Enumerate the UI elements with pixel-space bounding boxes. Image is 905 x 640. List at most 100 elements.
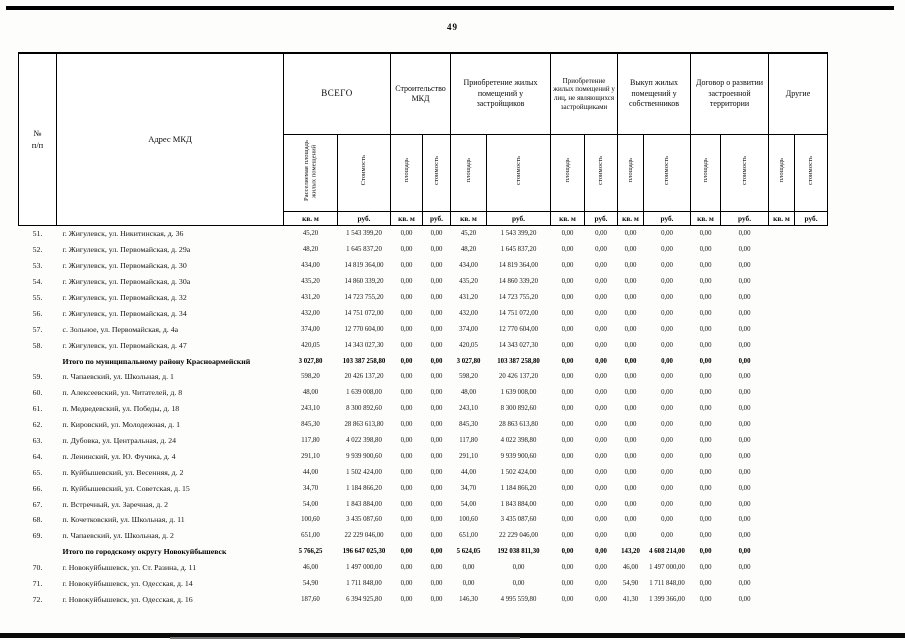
table-row: 61. п. Медведевский, ул. Победы, д. 18 243…: [19, 401, 828, 417]
subheader-label: площадь: [777, 158, 785, 183]
value-cell: 14 343 027,30: [498, 341, 539, 349]
subheader-area-0: Расселяемая площадь жилых помещений: [283, 134, 338, 212]
address-cell: п. Ленинский, ул. Ю. Фучика, д. 4: [62, 451, 176, 461]
address-cell: п. Чапаевский, ул. Школьная, д. 1: [62, 372, 174, 382]
value-cell: 0,00: [595, 278, 607, 286]
value-cell: 196 647 025,30: [342, 548, 386, 556]
value-cell: 0,00: [738, 437, 751, 445]
address-cell: г. Жигулевск, ул. Первомайская, д. 47: [62, 340, 187, 350]
value-cell: 0,00: [595, 421, 607, 429]
group-header-purchase-nondevelopers: Приобретение жилых помещений у лиц, не я…: [550, 52, 619, 135]
value-cell: [795, 496, 828, 512]
value-cell: 1 843 884,00: [500, 500, 537, 508]
value-cell: 117,80: [301, 437, 320, 445]
value-cell: 5 766,25: [298, 548, 323, 556]
value-cell: [769, 242, 795, 258]
value-cell: 0,00: [624, 405, 637, 413]
value-cell: 1 497 000,00: [346, 564, 382, 572]
table-row: 69. п. Чапаевский, ул. Школьная, д. 2 651,…: [19, 528, 828, 544]
total-row: Итого по городскому округу Новокуйбышевс…: [19, 544, 828, 560]
address-cell: п. Кировский, ул. Молодежная, д. 1: [62, 420, 181, 430]
table-row: 71. г. Новокуйбышевск, ул. Одесская, д. 1…: [19, 576, 828, 592]
group-header-buyout-owners: Выкуп жилых помещений у собственников: [617, 52, 692, 135]
value-cell: 0,00: [624, 230, 637, 238]
unit-label-6-1: руб.: [794, 211, 829, 226]
value-cell: 22 229 046,00: [498, 532, 539, 540]
group-header-row: № п/п Адрес МКД ВСЕГО Строительство МКД …: [18, 52, 829, 226]
value-cell: 14 819 364,00: [498, 262, 539, 270]
row-number: 69.: [32, 531, 43, 541]
value-cell: 0,00: [430, 294, 443, 301]
value-cell: [769, 512, 795, 528]
value-cell: 14 751 072,00: [344, 309, 384, 317]
value-cell: 0,00: [595, 484, 607, 492]
value-cell: 192 038 811,30: [497, 548, 540, 556]
subheader-area-1: площадь: [390, 134, 424, 212]
value-cell: 0,00: [699, 325, 712, 333]
value-cell: 0,00: [699, 341, 712, 349]
unit-label-3-0: кв. м: [550, 211, 586, 226]
table-header: № п/п Адрес МКД ВСЕГО Строительство МКД …: [18, 52, 829, 226]
table-row: 52. г. Жигулевск, ул. Первомайская, д. 29…: [19, 242, 828, 258]
group-header-purchase-developers: Приобретение жилых помещений у застройщи…: [450, 52, 552, 135]
table-row: 68. п. Кочетковский, ул. Школьная, д. 11 1…: [19, 512, 828, 528]
value-cell: 0,00: [595, 548, 607, 556]
value-cell: 0,00: [699, 309, 712, 317]
value-cell: 0,00: [561, 278, 574, 286]
value-cell: 146,30: [459, 595, 478, 603]
value-cell: 0,00: [738, 595, 751, 603]
row-number: 61.: [32, 404, 43, 414]
value-cell: [795, 433, 828, 449]
value-cell: [795, 417, 828, 433]
value-cell: 0,00: [430, 325, 443, 333]
col-header-num: № п/п: [18, 52, 57, 226]
table-row: 70. г. Новокуйбышевск, ул. Ст. Разина, д.…: [19, 560, 828, 576]
value-cell: 0,00: [699, 278, 712, 286]
value-cell: 45,20: [302, 230, 319, 238]
value-cell: 1 184 866,20: [346, 484, 382, 492]
value-cell: [769, 417, 795, 433]
value-cell: 6 394 925,80: [346, 595, 382, 603]
value-cell: 20 426 137,20: [498, 373, 539, 381]
value-cell: [769, 226, 795, 242]
subheader-label: Расселяемая площадь жилых помещений: [302, 140, 318, 201]
value-cell: 0,00: [400, 452, 413, 460]
value-cell: 0,00: [561, 421, 574, 429]
value-cell: 103 387 258,80: [497, 357, 540, 365]
value-cell: 598,20: [459, 373, 478, 381]
value-cell: 44,00: [302, 468, 319, 476]
table-row: 63. п. Дубовка, ул. Центральная, д. 24 117…: [19, 433, 828, 449]
value-cell: 0,00: [430, 595, 443, 603]
group-header-construction: Строительство МКД: [390, 52, 452, 135]
value-cell: 0,00: [661, 246, 673, 254]
address-cell: г. Новокуйбышевск, ул. Ст. Разина, д. 11: [62, 563, 197, 573]
value-cell: 12 770 604,00: [498, 325, 539, 333]
unit-label-4-1: руб.: [643, 211, 692, 226]
value-cell: 845,30: [459, 421, 478, 429]
value-cell: 0,00: [561, 357, 574, 365]
value-cell: 0,00: [661, 341, 673, 349]
value-cell: 1 543 399,20: [500, 230, 537, 238]
unit-label-6-0: кв. м: [768, 211, 796, 226]
value-cell: 0,00: [699, 389, 712, 397]
value-cell: [795, 258, 828, 274]
value-cell: 0,00: [561, 548, 574, 556]
value-cell: 432,00: [459, 309, 478, 317]
table-row: 67. п. Встречный, ул. Заречная, д. 2 54,00…: [19, 496, 828, 512]
value-cell: 0,00: [595, 500, 607, 508]
value-cell: 100,60: [459, 516, 478, 524]
value-cell: [795, 353, 828, 369]
unit-label-2-1: руб.: [486, 211, 552, 226]
value-cell: 0,00: [661, 278, 673, 286]
value-cell: 0,00: [699, 373, 712, 381]
value-cell: 1 711 848,00: [649, 580, 685, 588]
value-cell: 0,00: [430, 516, 443, 524]
unit-label-4-0: кв. м: [617, 211, 645, 226]
table-row: 65. п. Куйбышевский, ул. Весенняя, д. 2 44…: [19, 464, 828, 480]
value-cell: 0,00: [561, 246, 574, 254]
value-cell: 651,00: [459, 532, 478, 540]
value-cell: 0,00: [561, 452, 574, 460]
value-cell: [795, 576, 828, 592]
value-cell: [769, 560, 795, 576]
value-cell: 0,00: [624, 341, 637, 349]
